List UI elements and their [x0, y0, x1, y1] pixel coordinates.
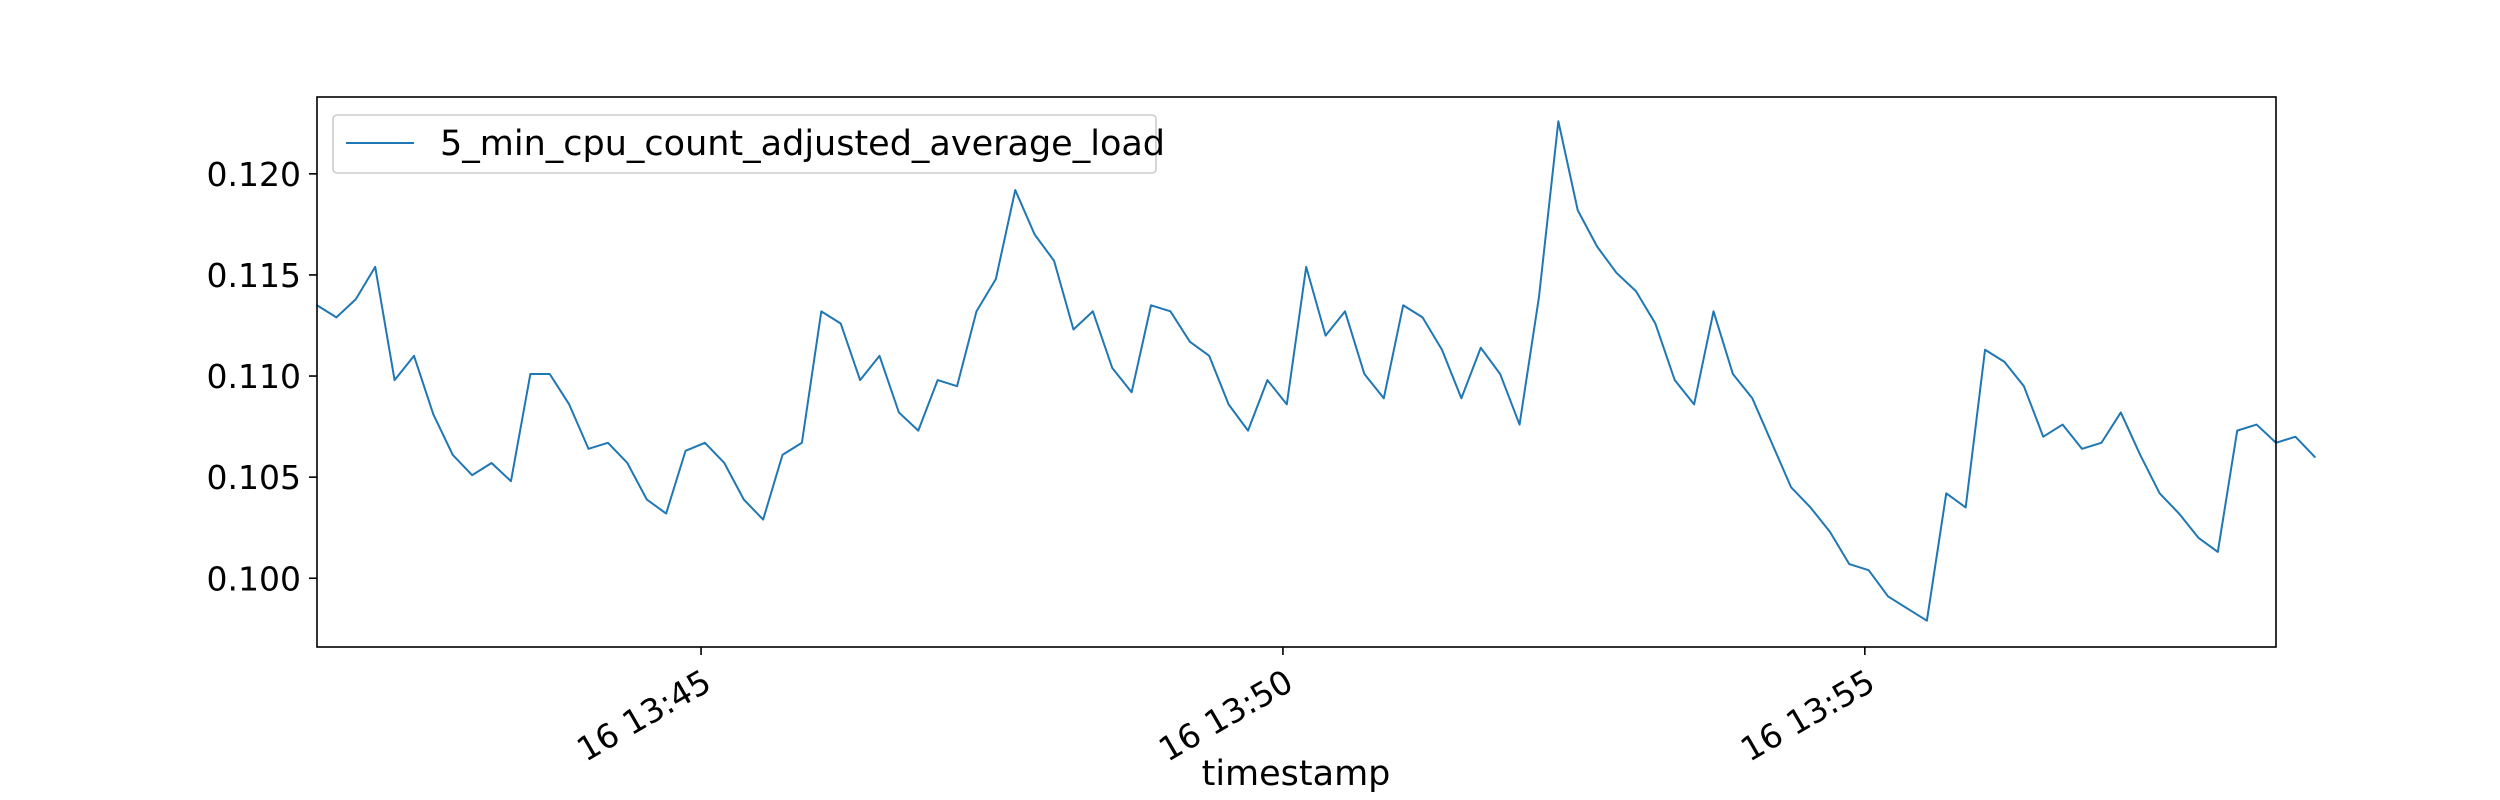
y-tick-label: 0.105 — [207, 458, 301, 497]
series-line-0 — [316, 120, 2316, 622]
series-layer — [316, 120, 2316, 622]
y-axis: 0.100 0.105 0.110 0.115 0.120 — [207, 155, 317, 598]
y-tick-label: 0.110 — [207, 357, 301, 396]
plot-area-frame — [316, 96, 2277, 648]
x-axis-label: timestamp — [1202, 754, 1391, 794]
y-tick-label: 0.100 — [207, 559, 301, 598]
y-tick-label: 0.115 — [207, 256, 301, 295]
y-tick-label: 0.120 — [207, 155, 301, 194]
legend-box — [332, 114, 1157, 174]
legend: 5_min_cpu_count_adjusted_average_load — [332, 114, 1165, 174]
legend-series-label: 5_min_cpu_count_adjusted_average_load — [440, 124, 1165, 164]
